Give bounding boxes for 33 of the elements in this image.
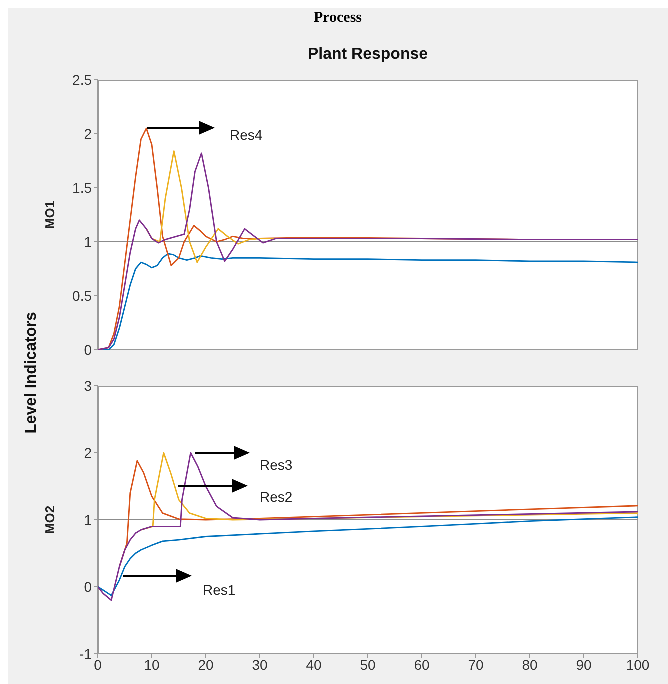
- y-tick-label: 1: [84, 234, 92, 250]
- x-tick-label: 40: [306, 656, 322, 673]
- y-tick-label: 2: [84, 444, 92, 461]
- x-tick-label: 80: [522, 656, 538, 673]
- y-tick-label: 1: [84, 512, 92, 528]
- x-tick-label: 70: [468, 656, 484, 673]
- y-axis-title: MO1: [42, 200, 58, 230]
- line-series: [98, 452, 638, 602]
- y-tick-label: 0.5: [72, 288, 92, 304]
- x-tick-label: 90: [576, 656, 592, 673]
- text: Level Indicators: [23, 311, 41, 436]
- annotation: Res2: [260, 488, 293, 506]
- y-tick-label: 2: [84, 126, 92, 142]
- line-series: [98, 516, 638, 596]
- annotation: Res1: [203, 581, 236, 599]
- x-tick-label: 60: [414, 656, 430, 673]
- y-tick-label: 2.5: [72, 72, 92, 88]
- x-tick-label: 100: [626, 656, 650, 673]
- y-tick-label: 0: [84, 342, 92, 358]
- chart-title: Plant Response: [306, 46, 430, 64]
- y-tick-label: 1.5: [72, 180, 92, 196]
- annotation: Res4: [230, 126, 263, 144]
- x-tick-label: 20: [198, 656, 214, 673]
- text: Process: [312, 10, 364, 27]
- x-tick-label: 0: [94, 656, 102, 673]
- y-tick-label: 3: [84, 378, 92, 394]
- x-tick-label: 10: [144, 656, 160, 673]
- x-tick-label: 30: [252, 656, 268, 673]
- y-axis-title: MO2: [42, 506, 58, 534]
- x-tick-label: 50: [360, 656, 376, 673]
- y-tick-label: -1: [80, 646, 92, 662]
- annotation: Res3: [260, 456, 293, 474]
- y-tick-label: 0: [84, 578, 92, 595]
